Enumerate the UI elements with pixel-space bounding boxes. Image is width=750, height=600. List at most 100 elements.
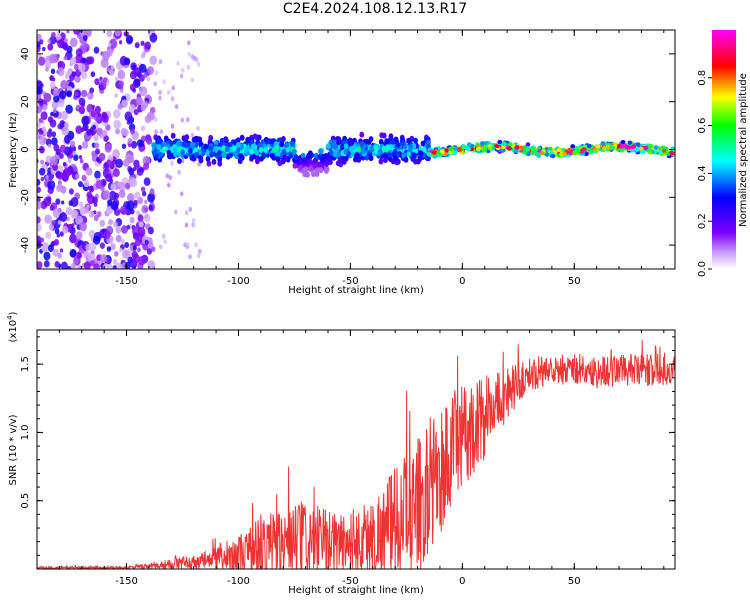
spectrogram-cell [469, 146, 475, 152]
spectrogram-cell [46, 130, 53, 138]
spectrogram-cell [595, 144, 601, 149]
spectrogram-cell [78, 201, 84, 208]
spectrogram-cell [121, 99, 128, 108]
spectrogram-cell [93, 134, 99, 142]
spectrogram-cell [59, 144, 67, 153]
spectrogram-cell [41, 126, 47, 132]
spectrogram-cell [208, 134, 214, 141]
x-tick-label: -150 [115, 576, 138, 587]
spectrogram-cell [43, 260, 50, 268]
spectrogram-cell [96, 127, 103, 136]
spectrogram-cell [77, 265, 82, 269]
spectrogram-cell [49, 53, 57, 64]
spectrogram-cell [327, 155, 333, 162]
spectrogram-cell [269, 152, 275, 159]
spectrogram-cell [99, 76, 103, 82]
spectrogram-cell [300, 152, 306, 159]
spectrogram-cell [191, 222, 195, 228]
spectrogram-cell [46, 196, 52, 203]
spectrogram-cell [156, 144, 162, 151]
spectrogram-cell [83, 179, 90, 188]
spectrogram-cell [522, 150, 528, 155]
x-tick-label: -50 [342, 276, 358, 287]
spectrogram-cell [192, 218, 196, 223]
spectrogram-cell [115, 234, 122, 243]
x-tick-label: -50 [342, 576, 358, 587]
spectrogram-cell [71, 71, 76, 76]
spectrogram-cell [48, 143, 52, 148]
spectrogram-cell [452, 150, 458, 155]
snr-series-line [37, 340, 675, 569]
spectrogram-cell [71, 262, 76, 269]
spectrogram-cell [143, 177, 151, 186]
spectrogram-cell [568, 150, 573, 155]
spectrogram-cell [351, 143, 357, 150]
spectrogram-cell [154, 70, 159, 76]
spectrogram-cell [124, 57, 131, 66]
spectrogram-cell [37, 186, 41, 193]
spectrogram-cell [251, 153, 257, 160]
spectrogram-cell [206, 160, 212, 167]
spectrogram-cell [140, 186, 146, 192]
spectrogram-cell [82, 35, 88, 41]
spectrogram-cell [53, 89, 59, 97]
spectrogram-cell [40, 176, 45, 182]
spectrogram-cell [47, 43, 54, 51]
spectrogram-cell [57, 98, 65, 108]
spectrogram-cell [78, 155, 83, 160]
spectrogram-cell [52, 77, 56, 82]
spectrogram-cell [57, 253, 63, 260]
spectrogram-cell [368, 155, 374, 162]
spectrogram-cell [244, 145, 250, 152]
spectrogram-cell [37, 223, 42, 232]
spectrogram-cell [55, 198, 61, 205]
spectrogram-cell [184, 210, 189, 216]
spectrogram-cell [60, 80, 68, 90]
spectrogram-cell [147, 193, 155, 203]
spectrogram-cell [397, 150, 403, 157]
spectrogram-cell [531, 149, 536, 154]
spectrogram-cell [39, 39, 44, 45]
spectrogram-cell [291, 149, 297, 156]
spectrogram-cell [670, 146, 675, 151]
spectrogram-cell [326, 143, 331, 150]
spectrogram-cell [302, 157, 308, 164]
spectrogram-cell [49, 205, 55, 211]
spectrogram-cell [167, 182, 171, 188]
spectrogram-cell [79, 206, 87, 215]
spectrogram-cell [43, 92, 52, 103]
spectrogram-cell [570, 144, 576, 149]
spectrogram-cell [354, 153, 360, 159]
spectrogram-cell [461, 144, 467, 150]
spectrogram-cell [70, 209, 78, 219]
spectrogram-cell [153, 116, 158, 122]
spectrogram-cell [368, 136, 374, 143]
spectrogram-cell [108, 219, 113, 226]
spectrogram-cell [389, 143, 395, 149]
spectrogram-cell [314, 171, 320, 177]
spectrogram-cell [62, 174, 69, 182]
spectrogram-cell [106, 30, 113, 38]
spectrogram-cell [140, 125, 146, 132]
spectrogram-cell [99, 254, 107, 264]
spectrogram-cell [418, 150, 424, 157]
spectrogram-cell [132, 232, 139, 240]
spectrogram-cell [127, 154, 134, 164]
spectrogram-cell [93, 263, 100, 269]
spectrogram-cell [113, 168, 120, 177]
spectrogram-cell [40, 237, 45, 243]
spectrogram-cell [81, 140, 89, 149]
spectrogram-cell [37, 216, 41, 224]
spectrogram-cell [173, 209, 178, 215]
spectrogram-cell [235, 141, 241, 148]
spectrogram-cell [198, 248, 202, 254]
colorbar-tick-label: 0.2 [697, 213, 708, 229]
spectrogram-cell [336, 136, 342, 143]
spectrogram-cell [193, 141, 199, 148]
spectrogram-cell [280, 158, 286, 165]
spectrogram-cell [324, 166, 330, 173]
spectrogram-cell [190, 77, 195, 83]
spectrogram-cell [466, 142, 472, 147]
spectrogram-cell [275, 156, 281, 163]
spectrogram-cell [37, 33, 42, 41]
